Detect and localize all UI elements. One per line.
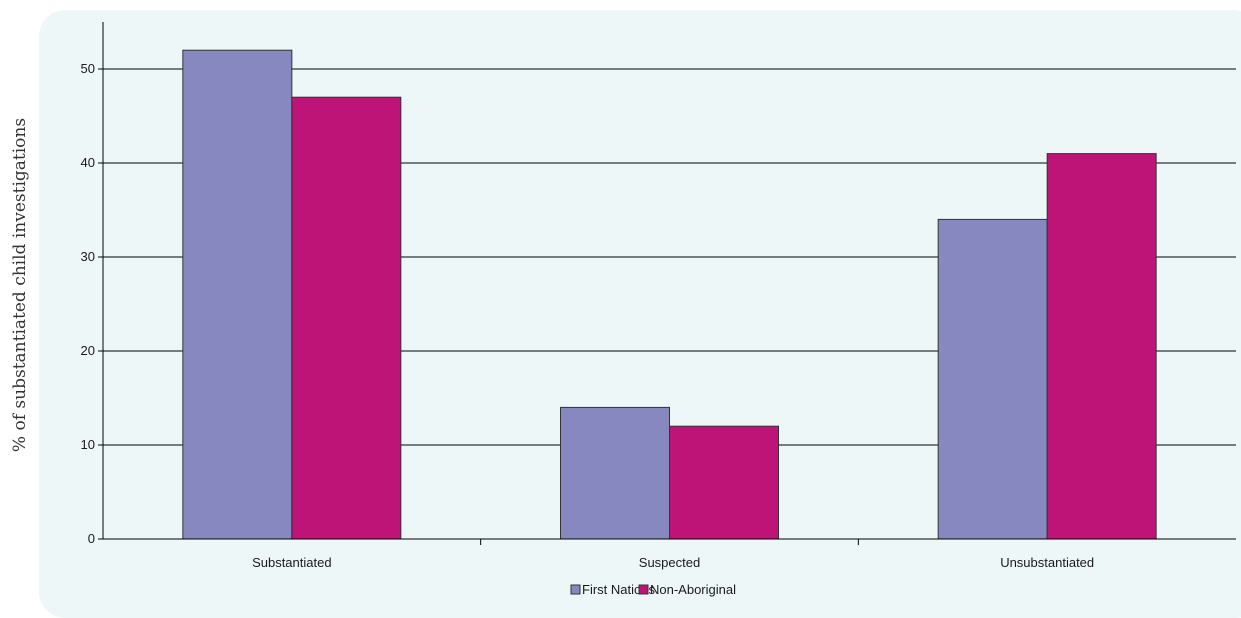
bar-first-nations-suspected <box>560 406 670 540</box>
y-tick-label: 40 <box>81 155 95 170</box>
legend-swatch <box>638 584 649 595</box>
x-tick-label: Unsubstantiated <box>1000 555 1094 570</box>
axes <box>98 22 1236 545</box>
bars <box>182 49 1157 540</box>
legend-swatch <box>570 584 581 595</box>
bar-non-aboriginal-suspected <box>669 425 779 540</box>
y-tick-label: 20 <box>81 343 95 358</box>
legend-label: Non-Aboriginal <box>650 582 736 597</box>
y-tick-label: 50 <box>81 61 95 76</box>
bar-first-nations-unsubstantiated <box>937 218 1048 540</box>
legend-label: First Nations <box>582 582 655 597</box>
bar-first-nations-substantiated <box>182 49 293 540</box>
x-tick-labels: Substantiated Suspected Unsubstantiated <box>252 555 1094 570</box>
y-tick-label: 30 <box>81 249 95 264</box>
x-tick-label: Suspected <box>639 555 700 570</box>
x-tick-label: Substantiated <box>252 555 332 570</box>
bar-non-aboriginal-substantiated <box>291 96 402 540</box>
y-tick-labels: 0 10 20 30 40 50 <box>81 61 95 546</box>
y-tick-label: 10 <box>81 437 95 452</box>
y-axis-title: % of substantiated child investigations <box>10 118 30 452</box>
bar-non-aboriginal-unsubstantiated <box>1046 153 1157 540</box>
y-tick-label: 0 <box>88 531 95 546</box>
